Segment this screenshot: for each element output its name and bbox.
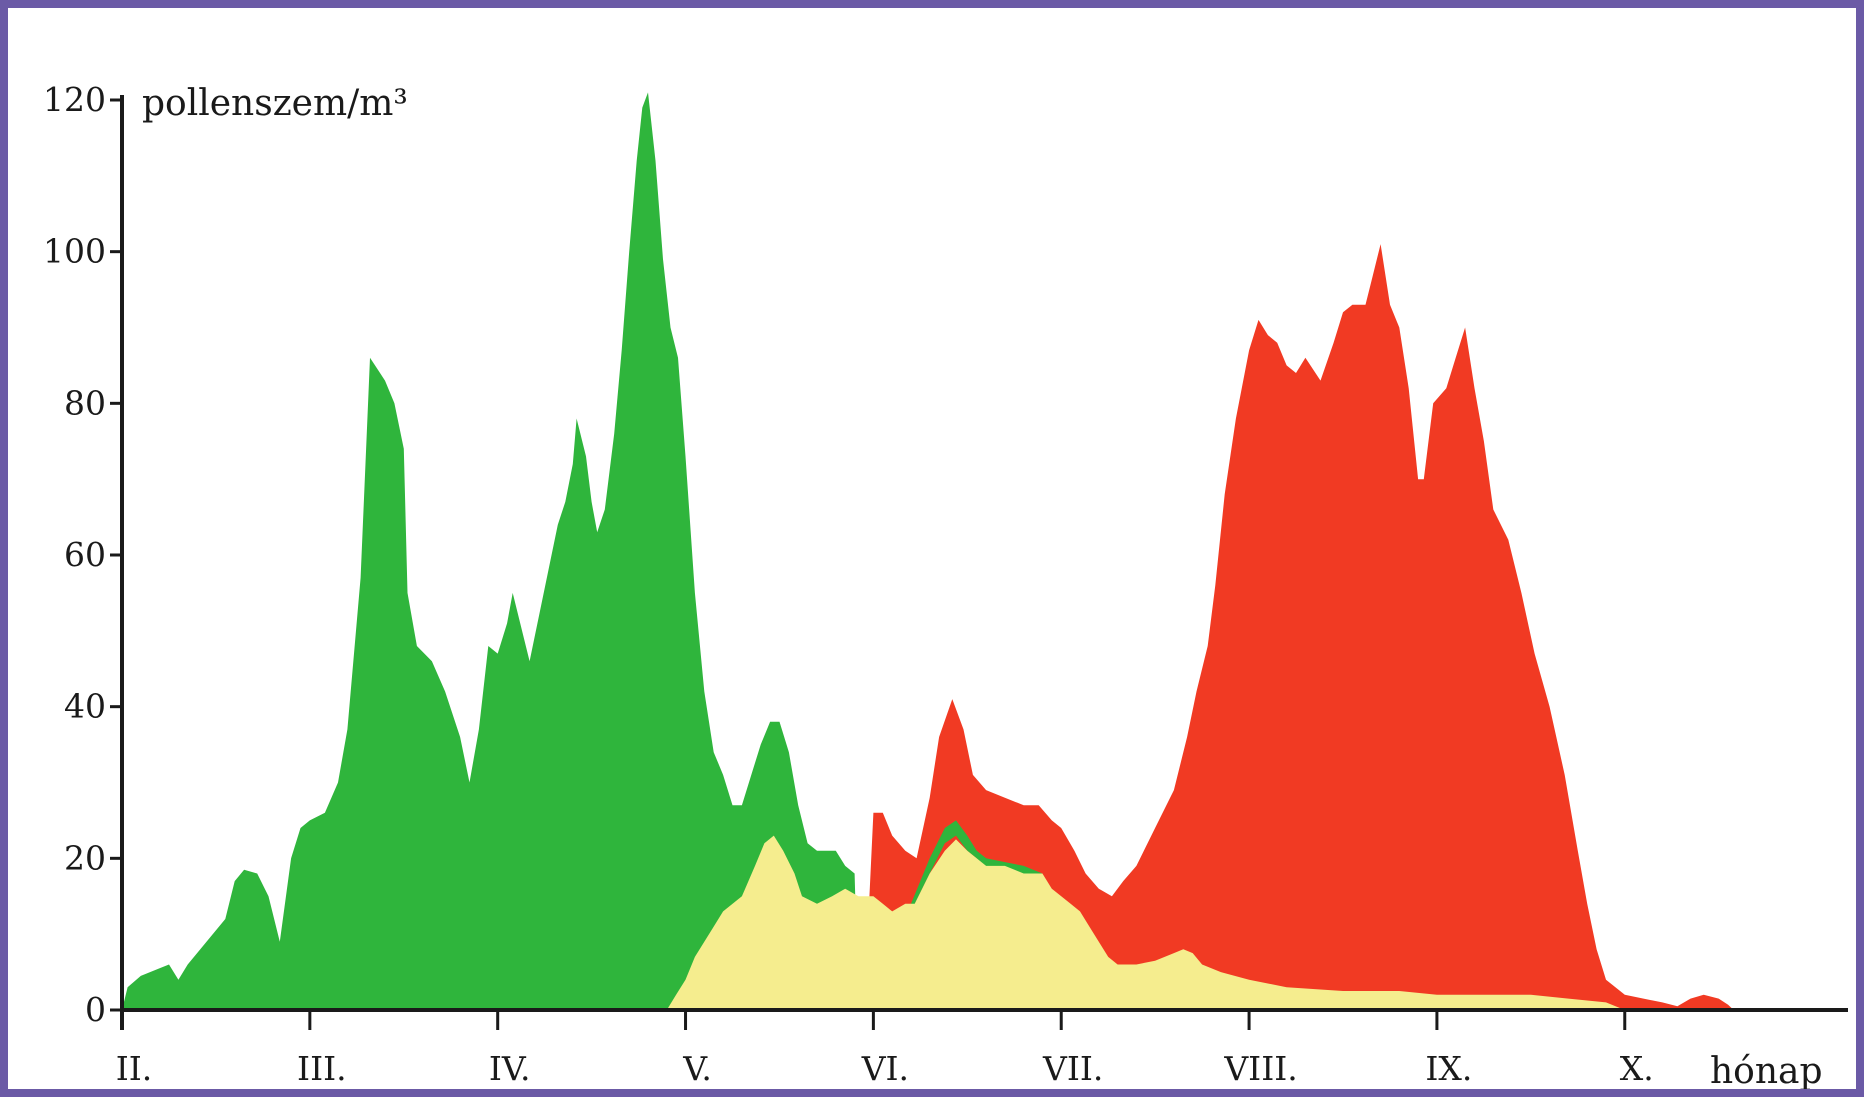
y-tick-label: 100 xyxy=(43,232,106,271)
x-tick-label: V. xyxy=(682,1049,712,1088)
x-tick-label: VIII. xyxy=(1223,1049,1297,1088)
x-tick-label: VI. xyxy=(861,1049,909,1088)
y-ticks: 0 20 40 60 80 100 120 xyxy=(43,80,122,1029)
y-tick-label: 120 xyxy=(43,80,106,119)
x-ticks: II. III. IV. V. VI. VII. VIII. IX. X. xyxy=(116,1010,1654,1088)
x-tick-label: IX. xyxy=(1425,1049,1472,1088)
y-tick-label: 60 xyxy=(64,535,106,574)
x-tick-label: VII. xyxy=(1042,1049,1103,1088)
x-tick-label: X. xyxy=(1620,1049,1654,1088)
pollen-area-chart: 0 20 40 60 80 100 120 II. III. IV. V. VI. VII. VIII.… xyxy=(43,80,1848,1089)
y-axis-label: pollenszem/m³ xyxy=(142,83,408,124)
chart-areas xyxy=(122,92,1734,1011)
y-tick-label: 40 xyxy=(64,687,106,726)
series-area-3 xyxy=(666,835,1625,1010)
x-tick-label: II. xyxy=(116,1049,153,1088)
x-tick-label: IV. xyxy=(489,1049,531,1088)
y-tick-label: 20 xyxy=(64,838,106,877)
series-area-0 xyxy=(122,92,859,1010)
x-tick-label: III. xyxy=(297,1049,347,1088)
y-tick-label: 80 xyxy=(64,383,106,422)
y-tick-label: 0 xyxy=(85,990,106,1029)
series-area-1 xyxy=(863,244,1734,1011)
x-axis-label: hónap xyxy=(1710,1051,1823,1089)
